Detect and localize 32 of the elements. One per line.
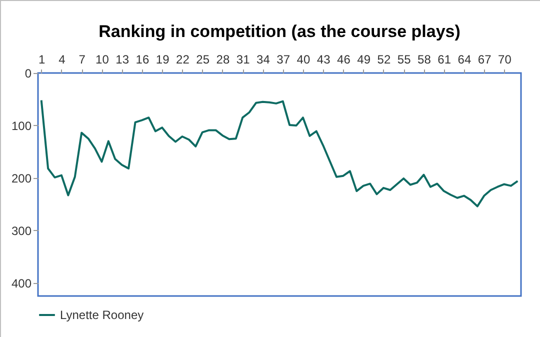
x-tick-label: 13: [116, 52, 130, 66]
x-tick-label: 55: [397, 52, 412, 66]
x-tick-label: 7: [78, 52, 86, 66]
line-series: [40, 99, 519, 208]
x-tick-label: 28: [216, 52, 230, 66]
x-tick-label: 4: [58, 52, 66, 66]
x-tick-label: 25: [196, 52, 210, 66]
x-tick-label: 61: [438, 52, 452, 66]
y-tick-label: 100: [11, 118, 32, 133]
x-tick-label: 49: [357, 52, 371, 66]
x-tick-label: 70: [498, 52, 512, 66]
y-tick-label: 400: [11, 276, 32, 290]
y-tick-label: 200: [11, 171, 32, 186]
x-tick-label: 67: [478, 52, 492, 66]
x-tick-label: 46: [337, 52, 351, 66]
x-tick-label: 43: [316, 52, 331, 66]
y-tick-label: 300: [11, 224, 32, 238]
x-tick-label: 19: [156, 52, 170, 66]
x-tick-label: 34: [256, 52, 270, 66]
x-tick-label: 58: [418, 52, 432, 66]
x-tick-label: 64: [458, 52, 472, 66]
x-tick-label: 31: [236, 52, 250, 66]
y-tick-label: 0: [24, 66, 32, 80]
x-tick-label: 10: [96, 52, 110, 66]
x-tick-label: 16: [136, 52, 150, 66]
legend-label: Lynette Rooney: [60, 308, 144, 322]
x-tick-label: 1: [38, 52, 46, 66]
chart-title: Ranking in competition (as the course plays): [98, 22, 460, 41]
x-tick-label: 40: [296, 52, 310, 66]
x-tick-label: 22: [176, 52, 190, 66]
x-tick-label: 37: [276, 52, 290, 66]
x-tick-label: 52: [377, 52, 391, 66]
